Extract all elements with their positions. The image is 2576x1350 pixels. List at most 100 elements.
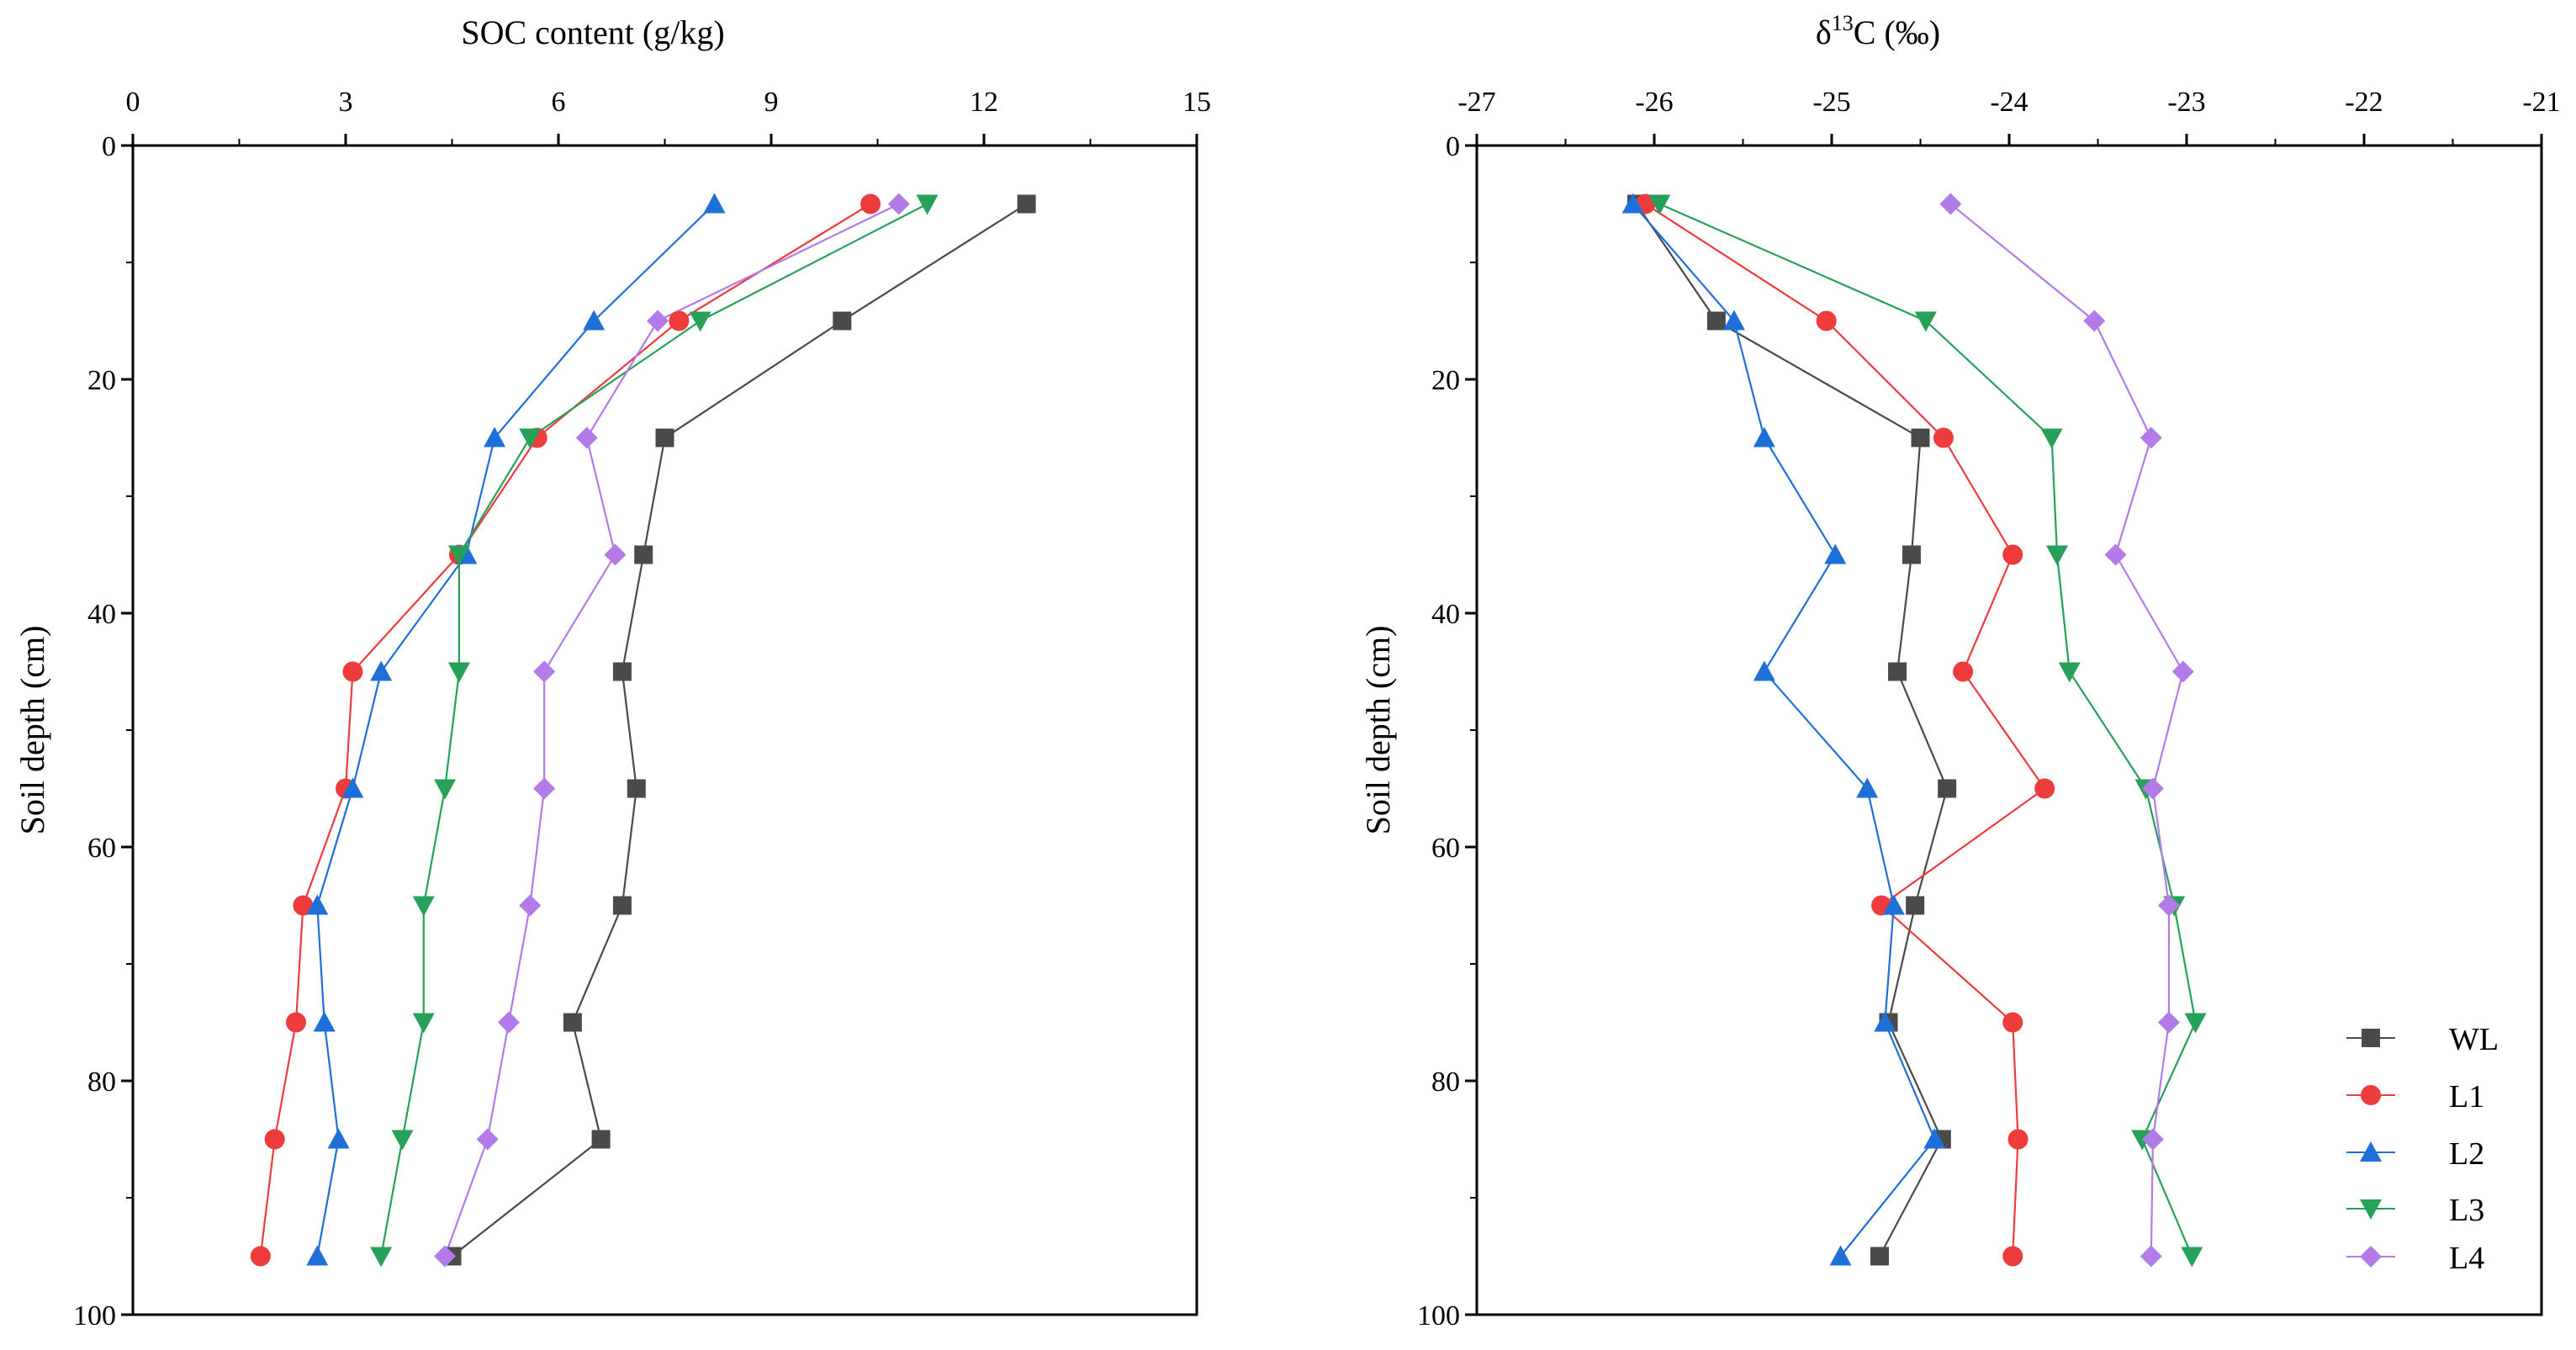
d13c-point-l3 <box>1648 194 1671 215</box>
d13c-point-l2 <box>1874 1011 1896 1032</box>
d13c-y-tick-label: 40 <box>1431 599 1460 630</box>
d13c-point-l2 <box>1856 777 1879 798</box>
soc-point-l2 <box>341 777 364 798</box>
soc-point-l2 <box>583 310 606 331</box>
soc-point-l2 <box>306 1245 329 1266</box>
d13c-point-l1 <box>1933 427 1954 448</box>
d13c-x-axis-title-base: δ <box>1816 13 1832 51</box>
legend-entry-l2: L2 <box>2346 1136 2484 1172</box>
soc-chart: SOC content (g/kg) Soil depth (cm) 0 3 6 9 1… <box>13 13 1211 1331</box>
d13c-point-l2 <box>1923 1128 1946 1149</box>
d13c-point-l1 <box>2002 544 2023 565</box>
d13c-x-tick-label: -25 <box>1812 87 1850 118</box>
soc-point-wl <box>833 311 852 331</box>
soc-plot-frame <box>131 144 1198 1316</box>
d13c-series-line-l2 <box>1632 203 1936 1257</box>
d13c-point-wl <box>1888 662 1907 681</box>
d13c-point-l4 <box>2141 777 2164 800</box>
soc-point-wl <box>1017 194 1036 214</box>
d13c-x-axis-title-sup: 13 <box>1832 11 1854 35</box>
soc-point-l1 <box>285 1012 306 1033</box>
d13c-x-tick-label: -21 <box>2522 87 2560 118</box>
d13c-point-wl <box>1902 545 1921 564</box>
soc-series-line-l4 <box>444 203 900 1257</box>
soc-point-wl <box>655 428 674 447</box>
soc-series-line-l2 <box>316 203 716 1257</box>
d13c-series-line-wl <box>1635 203 1949 1257</box>
soc-point-l3 <box>412 896 435 917</box>
d13c-point-l3 <box>2058 662 2081 683</box>
soc-point-wl <box>612 896 632 915</box>
d13c-point-l4 <box>2171 660 2194 683</box>
soc-y-tick-label: 0 <box>102 131 116 162</box>
d13c-point-l2 <box>1753 660 1775 681</box>
soc-point-l1 <box>860 193 881 214</box>
soc-point-l4 <box>434 1245 457 1268</box>
d13c-point-l2 <box>1882 894 1905 915</box>
d13c-point-l2 <box>1824 543 1847 564</box>
legend-entry-l1: L1 <box>2346 1079 2484 1114</box>
soc-axis-ticks: 0 3 6 9 12 15 0 20 40 60 80 100 <box>73 87 1211 1331</box>
d13c-point-l2 <box>1621 193 1644 214</box>
d13c-x-tick-label: -27 <box>1457 87 1495 118</box>
d13c-series-line-l1 <box>1644 203 2046 1257</box>
soc-point-l3 <box>434 779 457 800</box>
d13c-point-l3 <box>2181 1247 2203 1268</box>
legend-label-l2: L2 <box>2449 1136 2484 1172</box>
d13c-point-l1 <box>2034 778 2055 799</box>
soc-point-l3 <box>370 1247 393 1268</box>
soc-point-l4 <box>533 660 556 683</box>
d13c-x-tick-label: -26 <box>1635 87 1673 118</box>
d13c-x-tick-label: -24 <box>1990 87 2028 118</box>
d13c-series-line-l4 <box>1949 203 2184 1257</box>
d13c-point-l2 <box>1753 426 1775 447</box>
d13c-point-l1 <box>1816 310 1837 331</box>
soc-point-l2 <box>306 894 329 915</box>
soc-point-l1 <box>669 310 690 331</box>
soc-y-axis-title: Soil depth (cm) <box>13 626 51 835</box>
d13c-point-wl <box>1706 311 1726 331</box>
soc-x-tick-label: 6 <box>552 87 566 118</box>
soc-point-l3 <box>391 1130 414 1151</box>
soc-point-l4 <box>604 543 627 566</box>
soc-point-l2 <box>703 193 726 214</box>
d13c-point-l2 <box>1829 1245 1852 1266</box>
d13c-x-tick-label: -22 <box>2345 87 2383 118</box>
d13c-point-l1 <box>2002 1246 2023 1267</box>
legend-marker-l4 <box>2360 1246 2382 1268</box>
legend-label-wl: WL <box>2449 1022 2499 1057</box>
soc-plot-area <box>250 193 1036 1268</box>
d13c-point-l4 <box>2083 310 2106 332</box>
legend-marker-l2 <box>2360 1141 2382 1162</box>
d13c-x-tick-label: -23 <box>2167 87 2205 118</box>
d13c-point-l4 <box>2157 894 2180 917</box>
d13c-point-l2 <box>1722 310 1745 331</box>
legend-label-l3: L3 <box>2449 1193 2484 1228</box>
soc-y-tick-label: 80 <box>87 1067 116 1098</box>
d13c-point-l4 <box>2140 426 2162 449</box>
soc-point-l3 <box>412 1013 435 1034</box>
soc-point-l3 <box>519 428 542 449</box>
soc-point-l3 <box>447 662 470 683</box>
soc-x-tick-label: 12 <box>970 87 998 118</box>
soc-point-l3 <box>689 311 711 332</box>
d13c-x-axis-title-rest: C (‰) <box>1854 13 1940 51</box>
d13c-point-l1 <box>2002 1012 2023 1033</box>
soc-point-l2 <box>313 1011 336 1032</box>
soc-point-l4 <box>887 193 910 215</box>
legend-entry-wl: WL <box>2346 1022 2499 1057</box>
legend-entry-l3: L3 <box>2346 1193 2484 1228</box>
d13c-y-axis-title: Soil depth (cm) <box>1359 626 1397 835</box>
d13c-point-l3 <box>2184 1013 2207 1034</box>
soc-point-l3 <box>916 194 939 215</box>
legend-marker-shape-wl <box>2362 1029 2380 1047</box>
d13c-point-wl <box>1906 896 1925 915</box>
soc-x-tick-label: 9 <box>764 87 779 118</box>
d13c-point-l4 <box>2140 1245 2162 1268</box>
soc-point-l2 <box>484 426 506 447</box>
soc-point-wl <box>563 1013 582 1032</box>
soc-point-l2 <box>327 1128 350 1149</box>
legend-marker-shape-l3 <box>2360 1199 2382 1220</box>
d13c-y-tick-label: 100 <box>1417 1300 1460 1331</box>
